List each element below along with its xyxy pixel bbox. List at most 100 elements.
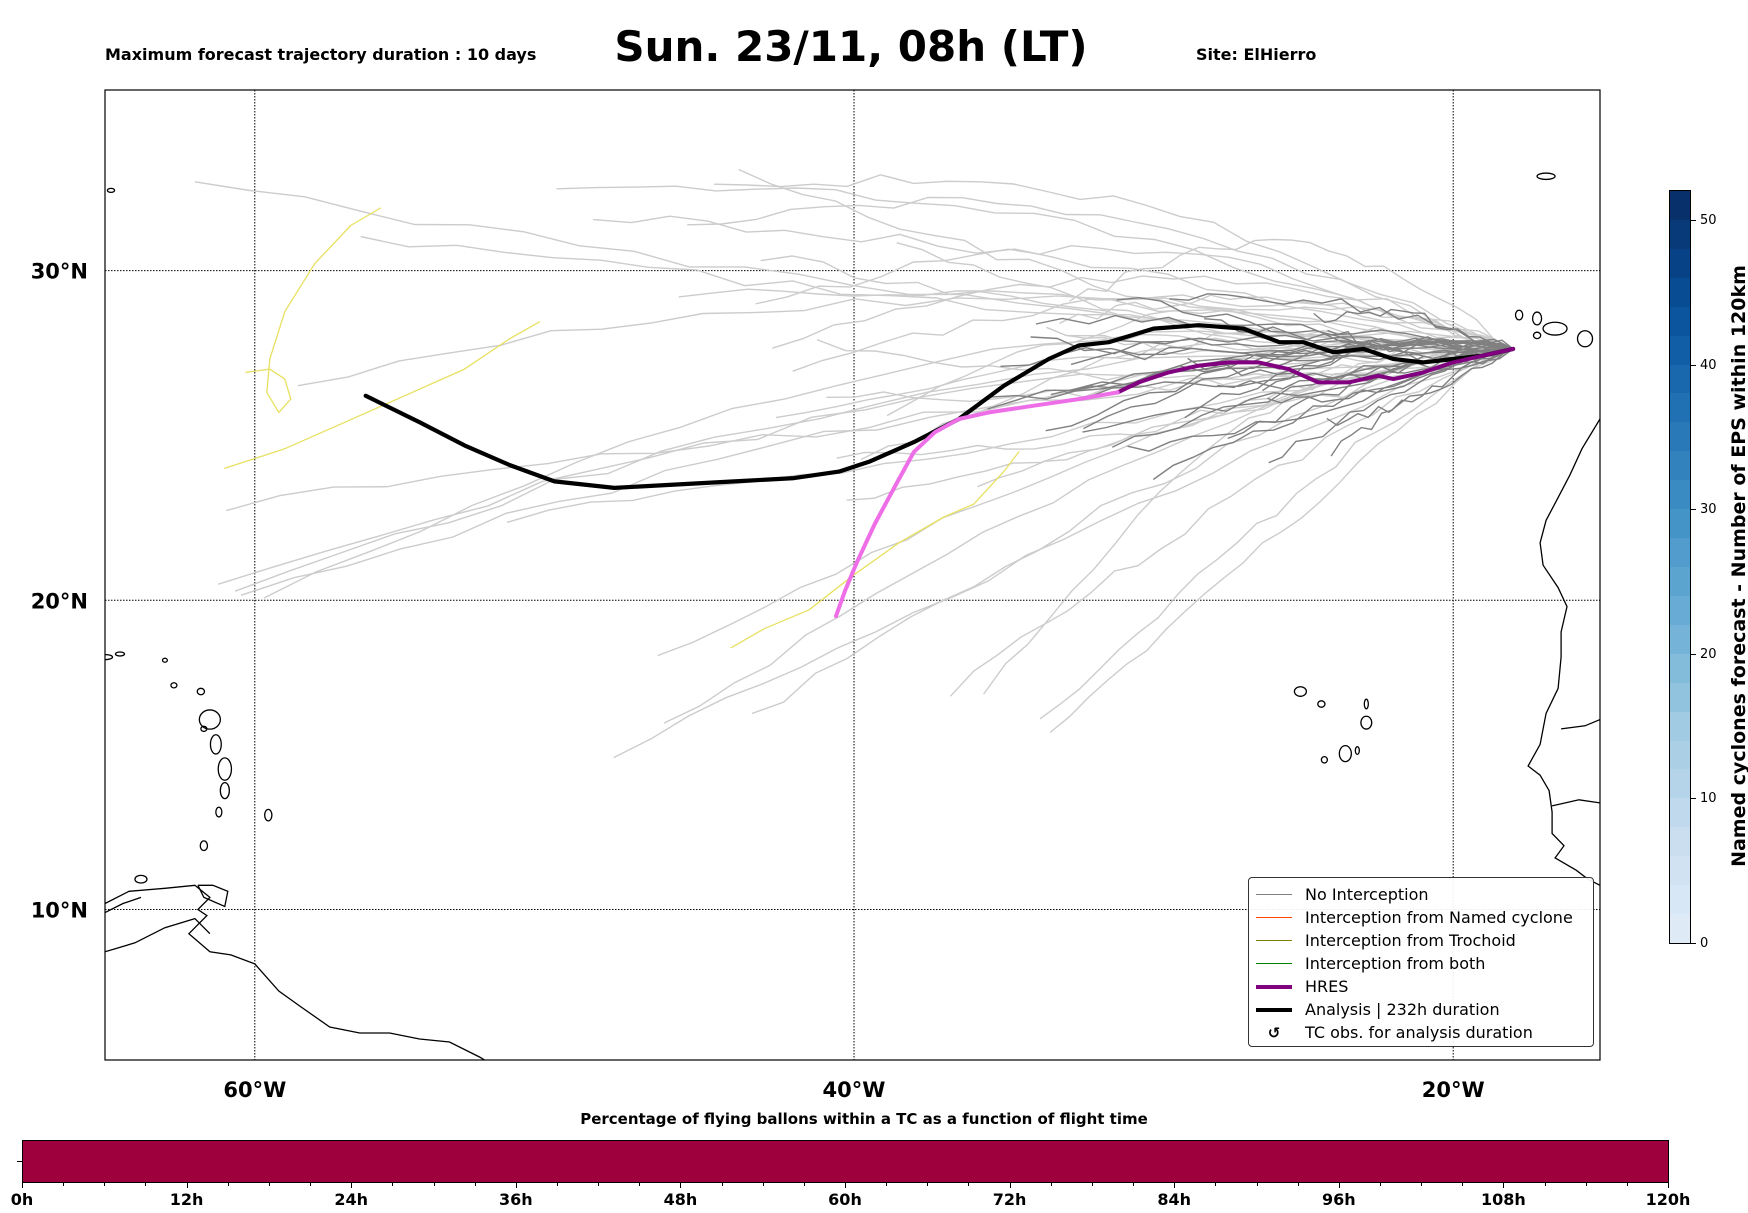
axis-tick-labels: 60°W 40°W 20°W 30°N 20°N 10°N (31, 260, 1485, 1100)
legend-line-swatch (1256, 1007, 1292, 1012)
trajectory-map: 60°W 40°W 20°W 30°N 20°N 10°N (31, 89, 1643, 1100)
ensemble-track (1313, 308, 1514, 350)
time-tick (886, 1182, 888, 1186)
time-tick (1503, 1182, 1505, 1188)
colorbar-segment (1670, 711, 1690, 741)
island (1576, 330, 1594, 348)
colorbar-segment (1670, 219, 1690, 249)
coastline (1561, 718, 1600, 730)
island (1514, 309, 1524, 321)
time-tick-label: 36h (498, 1190, 533, 1209)
time-tick (22, 1182, 23, 1188)
colorbar-segment (1670, 769, 1690, 799)
time-tick (1256, 1182, 1258, 1186)
time-bar-title: Percentage of flying ballons within a TC… (580, 1110, 1148, 1128)
island (106, 187, 116, 194)
time-tick (392, 1182, 394, 1186)
island (1532, 331, 1542, 340)
island (1338, 744, 1352, 763)
time-tick (1133, 1182, 1135, 1186)
island (1320, 755, 1329, 764)
time-tick (1215, 1182, 1217, 1186)
ensemble-track (792, 294, 1514, 372)
ensemble-track (1039, 348, 1514, 720)
colorbar-tick (1690, 364, 1696, 366)
time-tick (1462, 1182, 1464, 1186)
ensemble-track (949, 348, 1514, 697)
time-tick (1091, 1182, 1093, 1186)
island (1542, 321, 1568, 336)
colorbar-segment (1670, 653, 1690, 683)
ensemble-track (593, 215, 1514, 350)
time-tick-label: 84h (1157, 1190, 1192, 1209)
legend-label: Analysis | 232h duration (1305, 1000, 1500, 1019)
yellow-track-a-track (730, 451, 1020, 649)
colorbar-tick (1690, 219, 1696, 221)
time-tick (186, 1182, 188, 1188)
hres-early-track (1115, 346, 1516, 395)
coastline (1551, 799, 1600, 807)
colorbar-segment (1670, 393, 1690, 423)
island (199, 840, 209, 852)
time-tick-label: 48h (663, 1190, 698, 1209)
island (198, 709, 222, 730)
island (1628, 320, 1643, 330)
lat-tick-label: 20°N (31, 589, 88, 613)
time-tick-label: 60h (828, 1190, 862, 1209)
ensemble-track (556, 185, 1514, 350)
time-tick (1379, 1182, 1381, 1186)
island (114, 651, 126, 657)
colorbar-tick-label: 50 (1700, 212, 1717, 228)
ensemble-track (613, 348, 1514, 759)
ensemble-track (1268, 348, 1514, 464)
time-tick (515, 1182, 517, 1188)
ensemble-track (1000, 334, 1514, 367)
time-tick (1585, 1182, 1587, 1186)
ensemble-track (713, 174, 1514, 350)
plot-frame (104, 89, 1601, 1061)
time-tick-label: 96h (1321, 1190, 1356, 1209)
ensemble-track (1262, 337, 1514, 392)
coastline (105, 896, 142, 914)
legend-label: No Interception (1305, 885, 1429, 904)
legend-line-swatch (1256, 894, 1292, 895)
time-tick (968, 1182, 970, 1186)
time-bar (22, 1140, 1669, 1183)
legend-line (1256, 963, 1292, 964)
colorbar-segment (1670, 682, 1690, 712)
legend-item: ↺ TC obs. for analysis duration (1249, 1021, 1593, 1044)
lon-tick-label: 40°W (823, 1078, 886, 1100)
legend-line-swatch (1256, 917, 1292, 918)
time-tick (927, 1182, 929, 1186)
legend: No Interception Interception from Named c… (1248, 877, 1594, 1047)
island (219, 781, 230, 800)
island (1363, 698, 1369, 710)
ensemble-track (1326, 348, 1514, 427)
legend-item: Interception from Named cyclone (1249, 906, 1593, 929)
time-tick (104, 1182, 106, 1186)
island (105, 653, 114, 661)
island (1360, 715, 1373, 730)
colorbar-tick (1690, 943, 1696, 944)
island (217, 757, 233, 781)
legend-line (1256, 1007, 1292, 1012)
colorbar-tick-label: 0 (1700, 936, 1709, 951)
legend-label: HRES (1305, 977, 1349, 996)
legend-item: HRES (1249, 975, 1593, 998)
tc-obs-marker-icon: ↺ (1267, 1023, 1281, 1042)
ensemble-track (751, 348, 1514, 715)
colorbar-segment (1670, 538, 1690, 568)
lat-tick-label: 30°N (31, 260, 88, 284)
island (264, 808, 273, 822)
time-bar-y-tick (17, 1161, 22, 1162)
time-tick-label: 0h (10, 1190, 34, 1209)
chart-title: Sun. 23/11, 08h (LT) (614, 22, 1088, 71)
colorbar-segment (1670, 364, 1690, 394)
island (1317, 700, 1326, 708)
time-tick (351, 1182, 353, 1188)
param-max-duration: Maximum forecast trajectory duration : 1… (105, 45, 537, 64)
time-tick (556, 1182, 558, 1186)
time-tick (474, 1182, 476, 1186)
colorbar-title: Named cyclones forecast - Number of EPS … (1728, 265, 1748, 867)
ensemble-track (1330, 348, 1514, 457)
